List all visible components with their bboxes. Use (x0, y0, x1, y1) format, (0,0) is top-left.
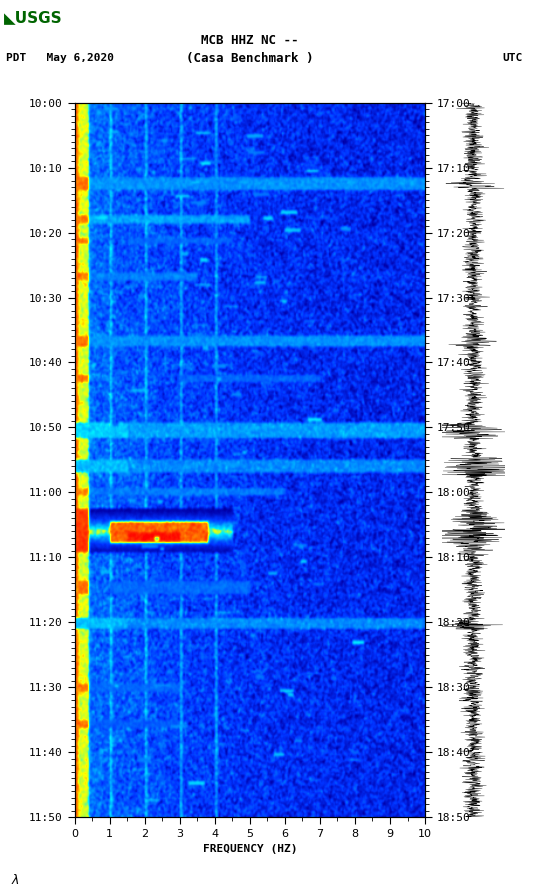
Text: UTC: UTC (502, 53, 523, 63)
X-axis label: FREQUENCY (HZ): FREQUENCY (HZ) (203, 845, 297, 855)
Text: MCB HHZ NC --: MCB HHZ NC -- (201, 34, 299, 46)
Text: PDT   May 6,2020: PDT May 6,2020 (6, 53, 114, 63)
Text: $\lambda$: $\lambda$ (11, 873, 20, 887)
Text: ◣USGS: ◣USGS (4, 11, 62, 25)
Text: (Casa Benchmark ): (Casa Benchmark ) (186, 52, 314, 64)
